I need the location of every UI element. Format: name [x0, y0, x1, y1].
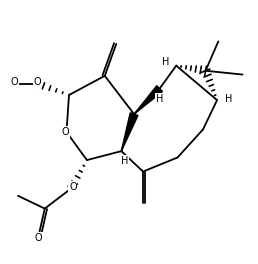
- Text: H: H: [156, 94, 163, 104]
- Text: H: H: [162, 57, 170, 67]
- Text: O: O: [33, 77, 41, 87]
- Text: H: H: [225, 94, 232, 104]
- Text: H: H: [122, 156, 129, 166]
- Polygon shape: [134, 86, 163, 114]
- Polygon shape: [121, 113, 138, 151]
- Text: O: O: [35, 233, 42, 243]
- Text: O: O: [10, 77, 18, 87]
- Text: O: O: [61, 127, 69, 137]
- Text: O: O: [69, 182, 77, 192]
